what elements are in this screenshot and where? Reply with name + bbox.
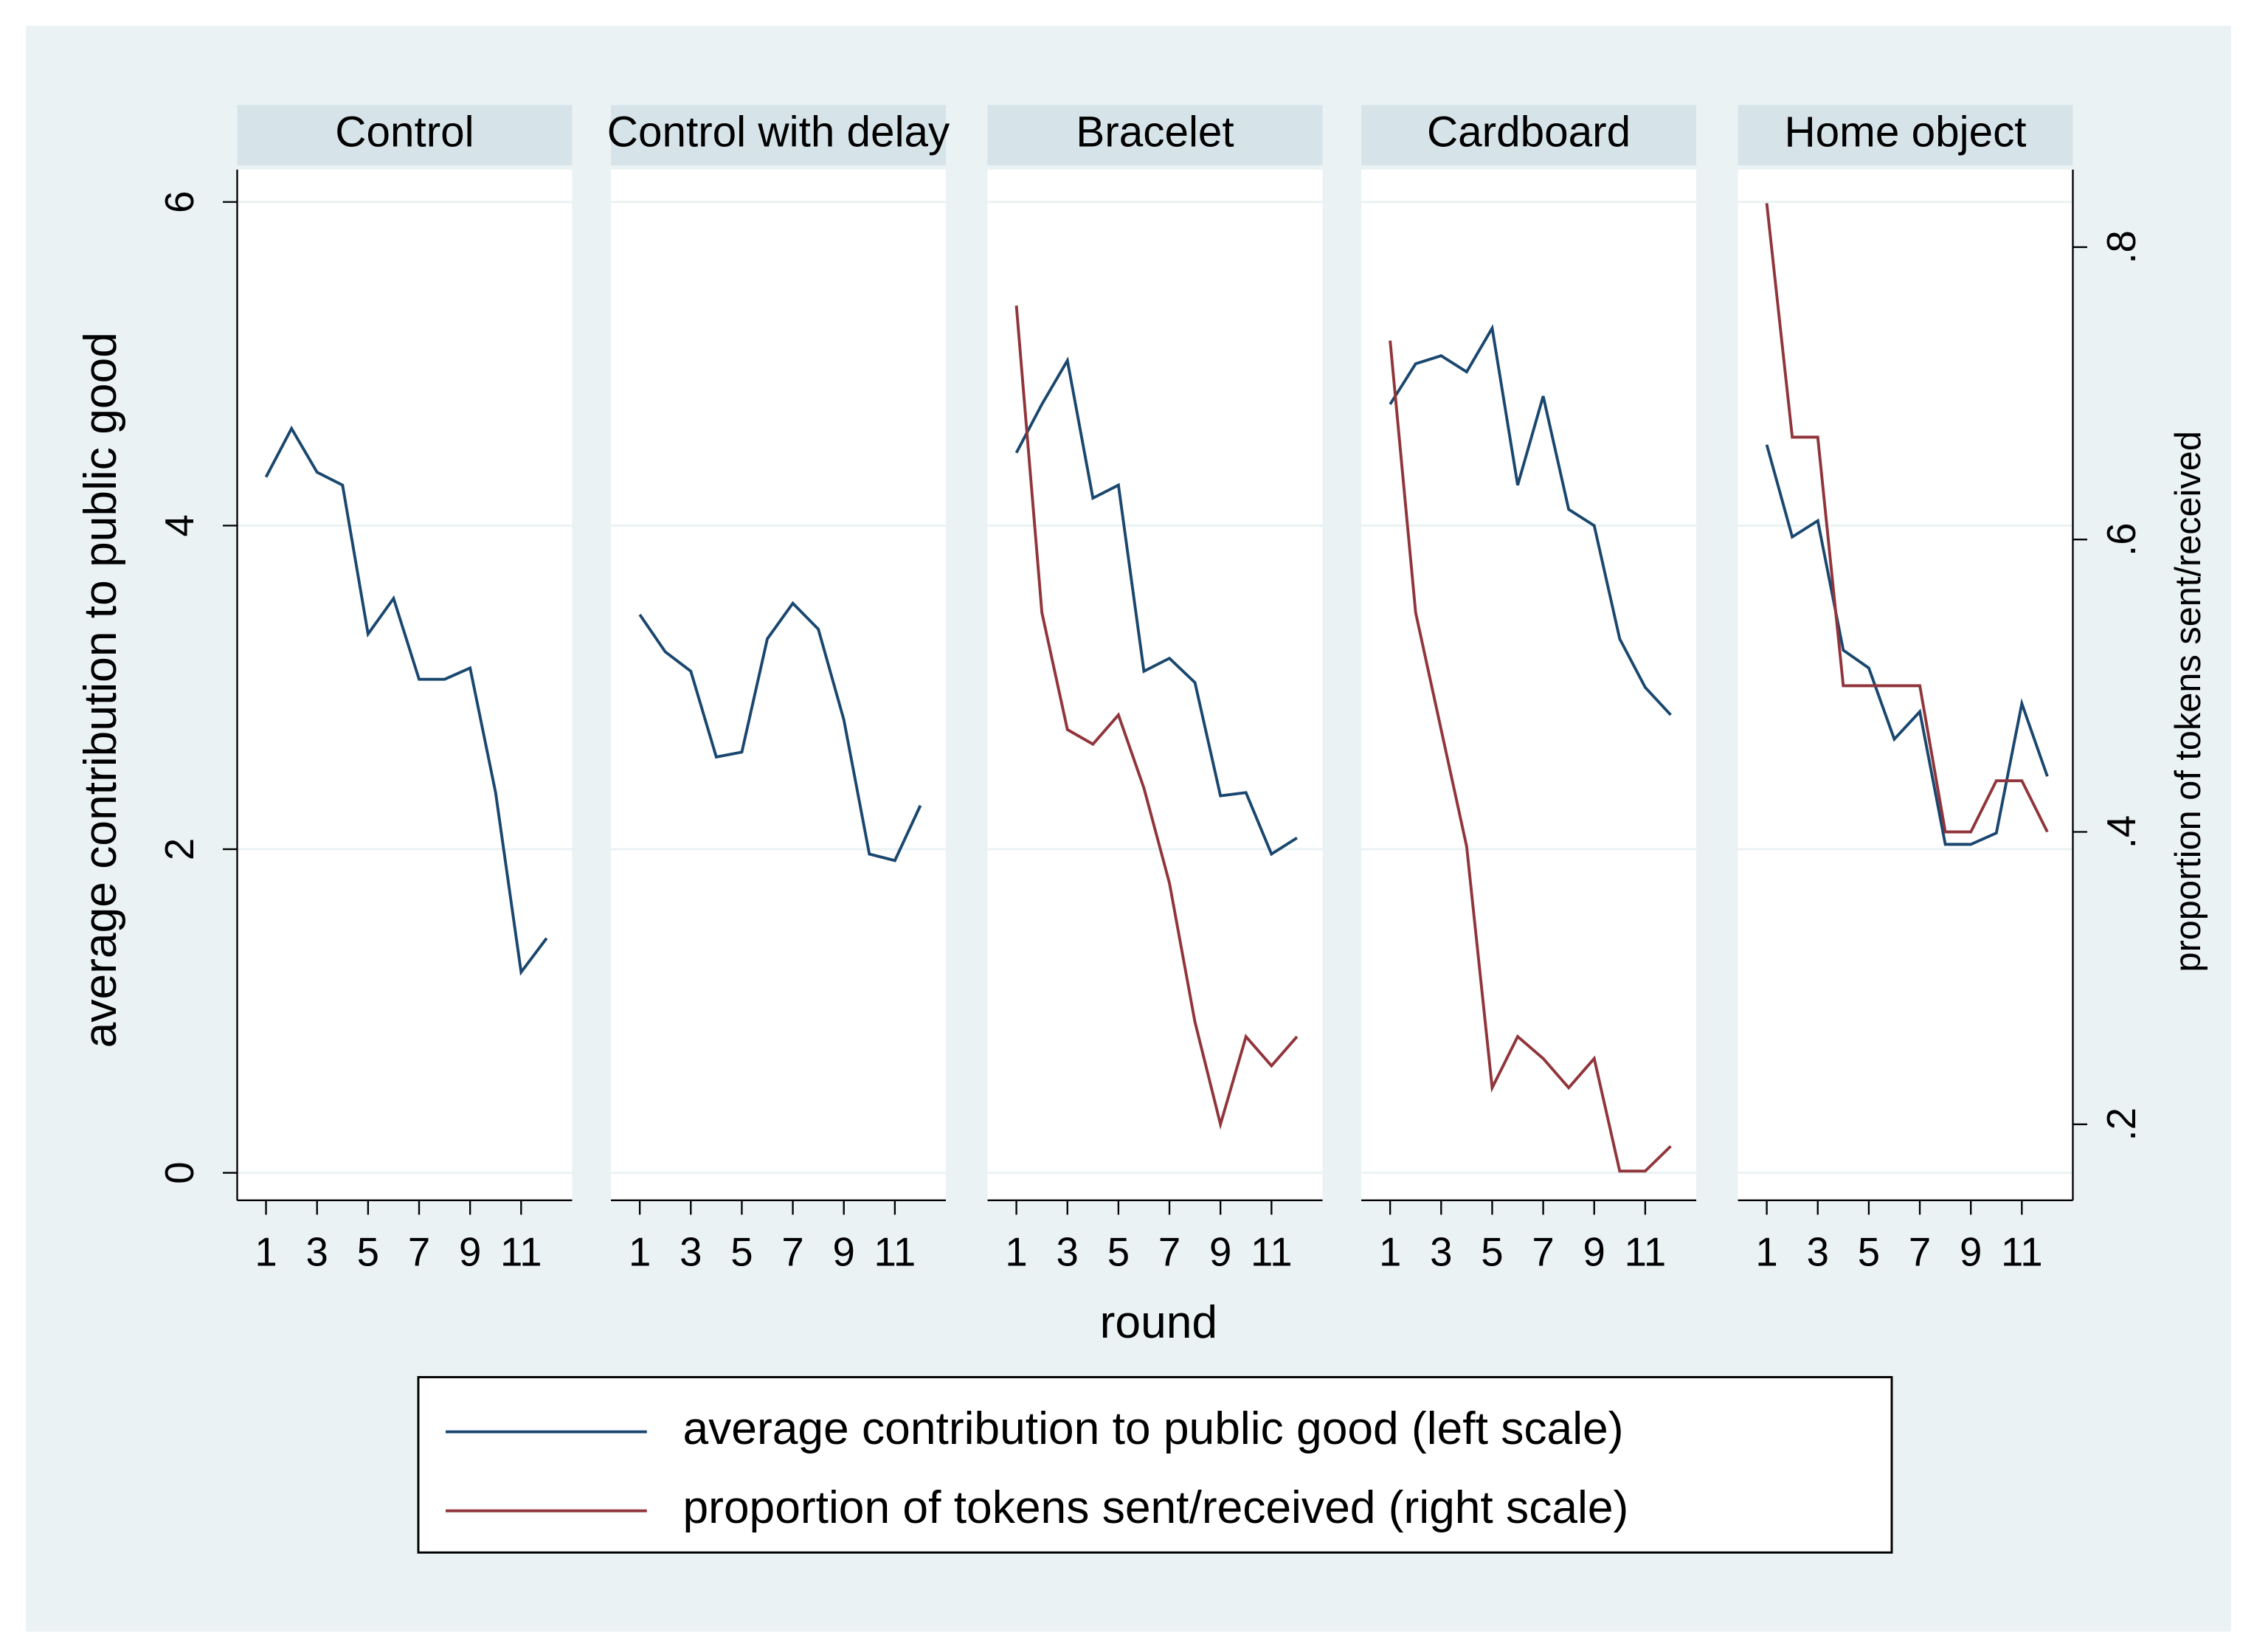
x-tick-label: 5 [730, 1229, 753, 1274]
x-tick-label: 7 [781, 1229, 803, 1274]
y2-tick-label: .2 [2099, 1107, 2144, 1141]
legend-label: average contribution to public good (lef… [682, 1403, 1623, 1454]
panel-background [611, 169, 947, 1200]
y-tick-label: 0 [157, 1161, 202, 1183]
y-tick-label: 6 [157, 191, 202, 213]
x-tick-label: 7 [1158, 1229, 1180, 1274]
x-tick-label: 3 [1057, 1229, 1079, 1274]
panel-header [987, 105, 1323, 166]
x-tick-label: 11 [874, 1229, 916, 1274]
legend-label: proportion of tokens sent/received (righ… [682, 1482, 1628, 1533]
data-line [1014, 356, 1298, 857]
x-tick-label: 1 [1379, 1229, 1401, 1274]
x-tick-label: 9 [833, 1229, 855, 1274]
panel-title: Bracelet [1076, 108, 1234, 156]
panel-header [611, 105, 947, 166]
x-tick-label: 5 [1481, 1229, 1503, 1274]
x-tick-label: 7 [1532, 1229, 1554, 1274]
legend [417, 1376, 1893, 1554]
y2-tick-label: .4 [2099, 815, 2144, 849]
y-axis-label: average contribution to public good [75, 332, 126, 1048]
panel-title: Cardboard [1427, 108, 1631, 156]
x-tick-label: 9 [459, 1229, 481, 1274]
panel-background [1361, 169, 1697, 1200]
x-tick-label: 5 [1107, 1229, 1130, 1274]
x-tick-label: 11 [500, 1229, 542, 1274]
x-tick-label: 3 [1430, 1229, 1452, 1274]
x-tick-label: 11 [2001, 1229, 2043, 1274]
x-tick-label: 3 [306, 1229, 328, 1274]
panel-title: Control with delay [607, 108, 950, 156]
x-tick-label: 7 [1909, 1229, 1931, 1274]
data-line [1765, 203, 2049, 834]
y-tick-label: 4 [157, 514, 202, 536]
x-tick-label: 1 [1755, 1229, 1777, 1274]
x-axis-label: round [1100, 1297, 1217, 1348]
panel-header [1361, 105, 1697, 166]
x-tick-label: 7 [408, 1229, 430, 1274]
panel-background [237, 169, 573, 1200]
y-tick-label: 2 [157, 838, 202, 860]
data-line [638, 601, 922, 863]
panel-title: Home object [1784, 108, 2026, 156]
panel-header [1738, 105, 2073, 166]
x-tick-label: 5 [357, 1229, 379, 1274]
x-tick-label: 1 [629, 1229, 651, 1274]
panel-title: Control [335, 108, 474, 156]
y2-tick-label: .8 [2099, 230, 2144, 264]
x-tick-label: 1 [1005, 1229, 1027, 1274]
y2-tick-label: .6 [2099, 522, 2144, 556]
x-tick-label: 9 [1209, 1229, 1231, 1274]
x-tick-label: 1 [255, 1229, 277, 1274]
x-tick-label: 3 [680, 1229, 702, 1274]
panel-header [237, 105, 573, 166]
panel-background [987, 169, 1323, 1200]
data-line [1389, 324, 1672, 716]
x-tick-label: 11 [1251, 1229, 1293, 1274]
x-tick-label: 9 [1960, 1229, 1982, 1274]
y2-axis-label: proportion of tokens sent/received [2168, 431, 2208, 972]
data-line [1765, 444, 2049, 846]
x-tick-label: 11 [1625, 1229, 1667, 1274]
data-line [1389, 340, 1672, 1173]
x-tick-label: 9 [1583, 1229, 1605, 1274]
x-tick-label: 3 [1807, 1229, 1829, 1274]
data-line [264, 425, 548, 976]
data-line [1014, 305, 1299, 1130]
x-tick-label: 5 [1858, 1229, 1880, 1274]
